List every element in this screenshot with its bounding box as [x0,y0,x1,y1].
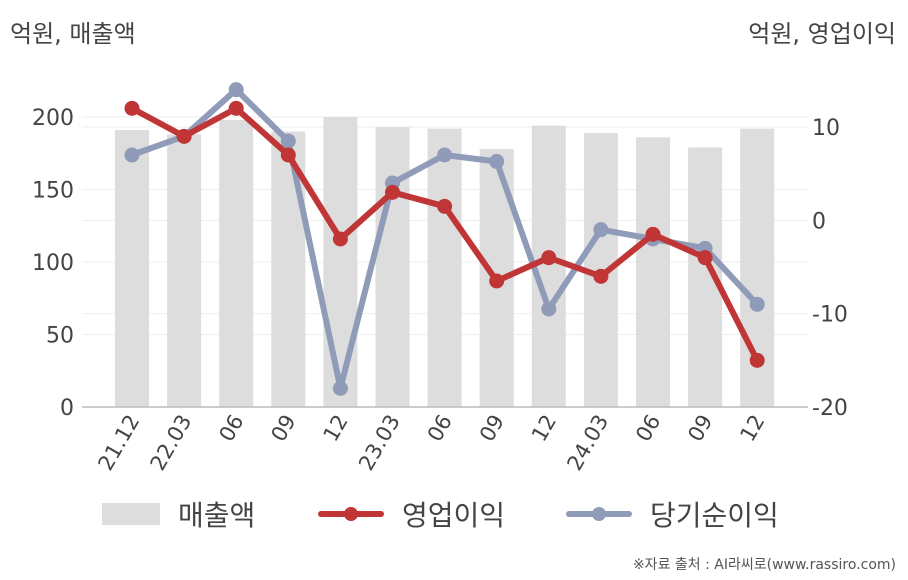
x-tick-label: 09 [683,411,717,446]
x-tick-label: 22.03 [146,411,197,475]
x-tick-label: 12 [319,411,353,446]
point-net-income [280,133,296,149]
y-right-tick-label: -20 [812,396,848,421]
point-operating-profit [697,250,713,266]
y-left-tick-label: 100 [32,251,74,276]
bar-revenue [115,130,149,408]
x-tick-label: 12 [735,411,769,446]
legend-swatch-net-income [566,503,632,525]
point-net-income [489,154,505,170]
y-right-tick-label: 0 [812,209,826,234]
legend-swatch-operating-profit [318,503,384,525]
bar-revenue [427,128,462,407]
point-operating-profit [489,273,505,289]
x-tick-label: 06 [631,411,665,446]
legend-swatch-revenue [102,503,160,525]
bar-revenue [375,127,410,408]
y-right-tick-label: 10 [812,116,840,141]
legend-item-operating-profit: 영업이익 [318,492,505,536]
point-operating-profit [176,128,192,144]
x-tick-label: 06 [214,411,248,446]
x-tick-label: 09 [475,411,509,446]
bar-revenue [167,134,202,407]
point-operating-profit [593,268,609,284]
point-operating-profit [124,100,140,116]
point-net-income [124,147,140,163]
x-tick-label: 24.03 [562,411,613,475]
x-tick-label: 09 [266,411,300,446]
x-tick-label: 23.03 [354,411,405,475]
left-axis-unit: 억원, 매출액 [10,20,136,48]
y-right-tick-label: -10 [812,303,848,328]
bar-revenue [636,137,670,408]
bar-revenue [323,117,358,407]
point-operating-profit [541,250,557,266]
right-axis-unit: 억원, 영업이익 [748,20,896,48]
point-net-income [749,296,765,312]
point-operating-profit [645,226,661,242]
point-operating-profit [385,184,400,200]
point-net-income [541,301,557,317]
point-operating-profit [280,147,296,163]
point-net-income [332,380,348,396]
bar-revenue [219,119,254,408]
y-left-tick-label: 150 [32,179,74,204]
point-operating-profit [228,100,244,116]
y-left-tick-label: 50 [46,324,74,349]
legend-label-revenue: 매출액 [178,499,256,532]
y-left-tick-label: 200 [32,106,74,131]
point-operating-profit [437,198,453,214]
legend-label-net-income: 당기순이익 [650,499,779,532]
x-tick-label: 21.12 [93,411,144,475]
point-operating-profit [749,352,765,368]
source-credit: ※자료 출처 : AI라씨로(www.rassiro.com) [632,557,896,573]
point-operating-profit [332,231,348,247]
y-left-tick-label: 0 [60,396,74,421]
legend-label-operating-profit: 영업이익 [402,499,506,532]
point-net-income [437,147,453,163]
legend-item-revenue: 매출액 [102,492,255,536]
legend-item-net-income: 당기순이익 [566,492,779,536]
x-tick-label: 06 [423,411,457,446]
point-net-income [593,222,609,238]
point-net-income [228,82,244,98]
chart-legend: 매출액 영업이익 당기순이익 [0,492,908,536]
bar-revenue [531,125,566,407]
x-tick-label: 12 [527,411,561,446]
